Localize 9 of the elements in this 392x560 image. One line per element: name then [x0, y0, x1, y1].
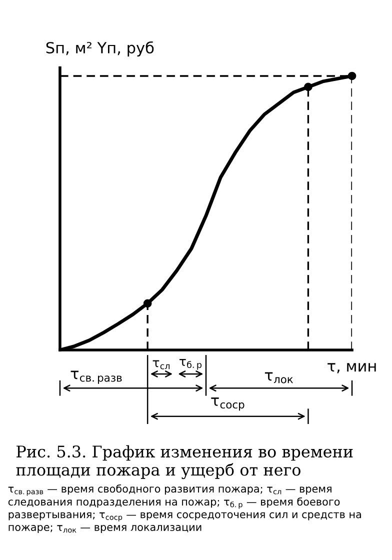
text: τ$_{соср}$ [211, 398, 244, 411]
text: τ$_{б.р}$ [180, 359, 202, 370]
x-axis-title: τ, мин [328, 363, 376, 374]
text: Рис. 5.3. График изменения во времени площади пожара и ущерб от него [16, 445, 353, 480]
y-axis-title: Sп, м² Yп, руб [46, 41, 154, 56]
text: τ$_{св.разв}$ [70, 370, 122, 384]
text: τ$_{лок}$ [264, 372, 294, 384]
text: τ$_{св.разв}$ — время свободного развития пожара; τ$_{сл}$ — время следования подразделения на пожар; τ$_{б.р}$ — время боевого развертывания; τ$_{соср}$ — время сосредоточения сил и средств на пожаре; τ$_{лок}$ — время локализации [8, 484, 361, 534]
text: τ$_{сл}$ [152, 360, 170, 370]
